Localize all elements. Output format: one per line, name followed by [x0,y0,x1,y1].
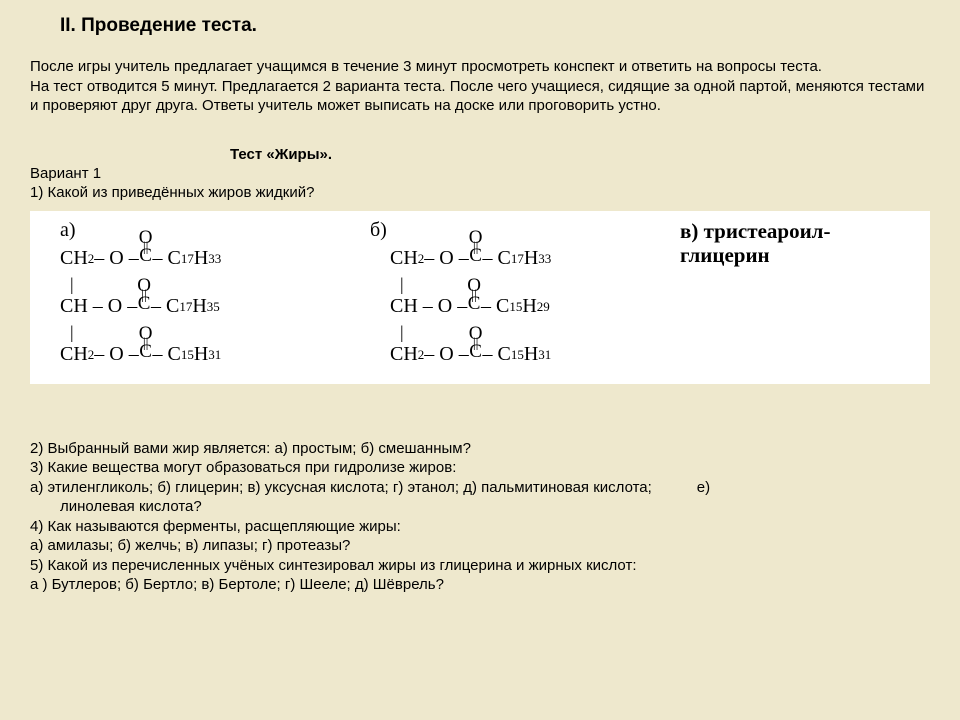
t: CH [60,247,88,270]
chemistry-diagram: а) CH2 – O – O||C – C17H33 | CH – O – O|… [30,211,930,384]
option-b-label: б) [370,219,680,242]
t: 31 [538,347,551,363]
t: 33 [208,251,221,267]
bond-bar: | [370,274,680,292]
section-title: II. Проведение теста. [60,15,930,37]
t: CH [390,247,418,270]
t: C [469,347,482,357]
t: H [192,295,206,318]
intro-p2: На тест отводится 5 минут. Предлагается … [30,77,930,116]
chem-row: CH – O – O||C – C15H29 [390,292,680,322]
carbonyl-icon: O||C [467,281,481,310]
question-4: 4) Как называются ферменты, расщепляющие… [30,517,930,537]
t: – C [482,343,510,366]
t: CH [60,343,88,366]
test-title: Тест «Жиры». [230,146,930,163]
intro-text: После игры учитель предлагает учащимся в… [30,57,930,116]
t: – C [482,247,510,270]
t: C [468,299,481,309]
option-c-label: в) тристеароил- глицерин [680,219,920,267]
t: – C [481,295,509,318]
carbonyl-icon: O||C [139,329,153,358]
carbonyl-icon: O||C [469,329,483,358]
t: – C [152,247,180,270]
t: – O – [94,247,138,270]
chem-row: CH2 – O – O||C – C15H31 [390,340,680,370]
t: C [139,347,152,357]
t: – C [151,295,179,318]
t: 31 [208,347,221,363]
t: – O – [94,343,138,366]
variant-label: Вариант 1 [30,165,930,182]
intro-p1: После игры учитель предлагает учащимся в… [30,57,930,77]
question-3-e2: линолевая кислота? [60,497,930,517]
bond-bar: | [370,322,680,340]
carbonyl-icon: O||C [137,281,151,310]
question-1: 1) Какой из приведённых жиров жидкий? [30,184,930,201]
t: C [138,299,151,309]
t: C [469,251,482,261]
bond-bar: | [40,322,370,340]
bond-bar: | [40,274,370,292]
questions-block: 2) Выбранный вами жир является: а) прост… [30,439,930,595]
chem-row: CH – O – O||C – C17H35 [60,292,370,322]
t: CH – O – [390,295,467,318]
question-3-e: е) [697,478,710,498]
t: 15 [511,347,524,363]
question-3-opts: а) этиленгликоль; б) глицерин; в) уксусн… [30,478,652,498]
chem-row: CH2 – O – O||C – C17H33 [60,244,370,274]
question-3: 3) Какие вещества могут образоваться при… [30,458,930,478]
option-a: а) CH2 – O – O||C – C17H33 | CH – O – O|… [40,219,370,370]
t: 17 [181,251,194,267]
t: 15 [509,299,522,315]
question-5: 5) Какой из перечисленных учёных синтези… [30,556,930,576]
t: H [194,343,208,366]
t: – O – [424,343,468,366]
t: 17 [511,251,524,267]
option-c: в) тристеароил- глицерин [680,219,920,267]
t: CH – O – [60,295,137,318]
question-5-opts: а ) Бутлеров; б) Бертло; в) Бертоле; г) … [30,575,930,595]
option-b: б) CH2 – O – O||C – C17H33 | CH – O – O|… [370,219,680,370]
t: 35 [207,299,220,315]
t: – C [152,343,180,366]
option-a-label: а) [60,219,370,242]
t: CH [390,343,418,366]
t: H [524,343,538,366]
t: 17 [179,299,192,315]
t: H [194,247,208,270]
carbonyl-icon: O||C [139,233,153,262]
t: 15 [181,347,194,363]
question-4-opts: а) амилазы; б) желчь; в) липазы; г) прот… [30,536,930,556]
t: C [139,251,152,261]
t: H [522,295,536,318]
t: H [524,247,538,270]
t: – O – [424,247,468,270]
question-2: 2) Выбранный вами жир является: а) прост… [30,439,930,459]
t: 33 [538,251,551,267]
t: 29 [537,299,550,315]
chem-row: CH2 – O – O||C – C15H31 [60,340,370,370]
carbonyl-icon: O||C [469,233,483,262]
chem-row: CH2 – O – O||C – C17H33 [390,244,680,274]
